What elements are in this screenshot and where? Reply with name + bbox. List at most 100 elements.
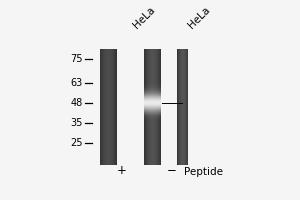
Bar [110, 92, 111, 93]
Bar [106, 75, 107, 76]
Bar [106, 147, 107, 148]
Bar [184, 136, 185, 137]
Bar [102, 146, 103, 147]
Bar [103, 58, 104, 59]
Bar [146, 71, 147, 72]
Bar [180, 122, 181, 123]
Bar [106, 118, 107, 119]
Bar [103, 59, 104, 60]
Bar [182, 69, 183, 70]
Bar [144, 159, 145, 160]
Bar [100, 60, 101, 61]
Bar [185, 95, 186, 96]
Bar [153, 84, 154, 85]
Bar [111, 66, 112, 67]
Bar [100, 163, 101, 164]
Bar [151, 65, 152, 66]
Bar [105, 157, 106, 158]
Bar [186, 87, 187, 88]
Bar [147, 121, 148, 122]
Bar [102, 98, 103, 99]
Bar [157, 121, 158, 122]
Bar [187, 163, 188, 164]
Bar [114, 87, 115, 88]
Bar [105, 108, 106, 109]
Bar [179, 50, 180, 51]
Bar [147, 111, 148, 112]
Bar [105, 134, 106, 135]
Bar [179, 118, 180, 119]
Bar [185, 161, 186, 162]
Bar [108, 119, 109, 120]
Bar [150, 98, 151, 99]
Bar [186, 163, 187, 164]
Bar [144, 64, 145, 65]
Bar [111, 89, 112, 90]
Bar [159, 146, 160, 147]
Bar [145, 157, 146, 158]
Bar [106, 108, 107, 109]
Bar [114, 54, 115, 55]
Bar [112, 73, 113, 74]
Bar [160, 123, 161, 124]
Bar [182, 155, 183, 156]
Bar [112, 136, 113, 137]
Bar [107, 72, 108, 73]
Bar [110, 163, 111, 164]
Bar [182, 67, 183, 68]
Bar [110, 144, 111, 145]
Bar [156, 154, 157, 155]
Bar [155, 154, 156, 155]
Bar [157, 135, 158, 136]
Bar [146, 66, 147, 67]
Bar [106, 150, 107, 151]
Bar [147, 145, 148, 146]
Bar [177, 67, 178, 68]
Bar [181, 77, 182, 78]
Bar [115, 152, 116, 153]
Bar [180, 69, 181, 70]
Bar [154, 153, 155, 154]
Bar [112, 88, 113, 89]
Bar [147, 85, 148, 86]
Bar [155, 94, 156, 95]
Bar [159, 72, 160, 73]
Bar [113, 161, 114, 162]
Bar [157, 127, 158, 128]
Bar [112, 139, 113, 140]
Bar [112, 60, 113, 61]
Bar [105, 67, 106, 68]
Bar [104, 67, 105, 68]
Bar [181, 118, 182, 119]
Bar [177, 129, 178, 130]
Bar [106, 85, 107, 86]
Bar [115, 157, 116, 158]
Bar [182, 55, 183, 56]
Bar [149, 125, 150, 126]
Bar [180, 91, 181, 92]
Bar [103, 148, 104, 149]
Bar [144, 96, 145, 97]
Bar [187, 142, 188, 143]
Bar [177, 115, 178, 116]
Bar [101, 151, 102, 152]
Bar [153, 109, 154, 110]
Bar [116, 129, 117, 130]
Bar [185, 104, 186, 105]
Bar [183, 87, 184, 88]
Bar [115, 153, 116, 154]
Bar [146, 86, 147, 87]
Bar [152, 132, 153, 133]
Bar [152, 91, 153, 92]
Bar [156, 105, 157, 106]
Bar [106, 64, 107, 65]
Bar [108, 136, 109, 137]
Bar [110, 77, 111, 78]
Bar [107, 95, 108, 96]
Bar [115, 58, 116, 59]
Bar [106, 119, 107, 120]
Bar [156, 95, 157, 96]
Bar [152, 78, 153, 79]
Bar [150, 65, 151, 66]
Bar [110, 52, 111, 53]
